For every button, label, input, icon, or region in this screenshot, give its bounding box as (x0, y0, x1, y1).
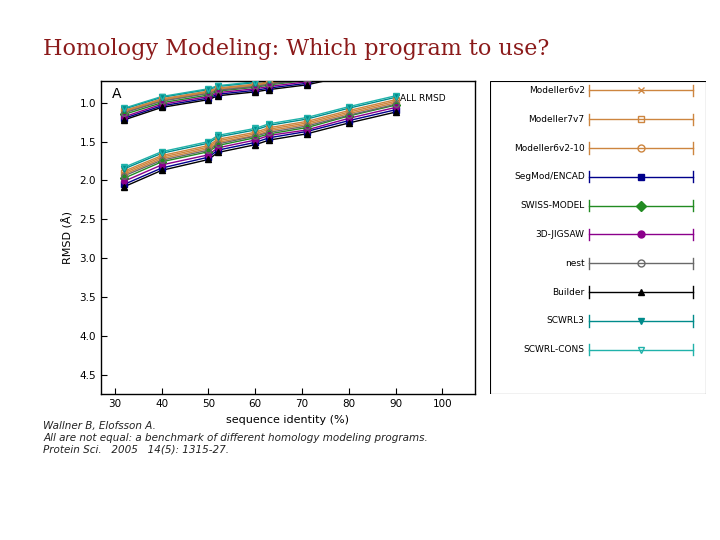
Text: SCWRL3: SCWRL3 (546, 316, 585, 326)
Text: A: A (112, 87, 122, 102)
Text: nest: nest (565, 259, 585, 268)
Text: 3D-JIGSAW: 3D-JIGSAW (536, 230, 585, 239)
Text: Modeller6v2-10: Modeller6v2-10 (514, 144, 585, 152)
Text: ALL RMSD: ALL RMSD (400, 94, 446, 103)
X-axis label: sequence identity (%): sequence identity (%) (227, 415, 349, 424)
Text: Homology Modeling: Which program to use?: Homology Modeling: Which program to use? (43, 38, 549, 60)
Text: Wallner B, Elofsson A.
All are not equal: a benchmark of different homology mode: Wallner B, Elofsson A. All are not equal… (43, 421, 428, 454)
Text: Modeller6v2: Modeller6v2 (528, 86, 585, 95)
Text: Builder: Builder (552, 288, 585, 296)
Text: CA RMSD: CA RMSD (0, 539, 1, 540)
Y-axis label: RMSD (Å): RMSD (Å) (63, 211, 73, 264)
Text: SegMod/ENCAD: SegMod/ENCAD (514, 172, 585, 181)
Text: SWISS-MODEL: SWISS-MODEL (521, 201, 585, 210)
Text: Modeller7v7: Modeller7v7 (528, 114, 585, 124)
Text: SCWRL-CONS: SCWRL-CONS (523, 345, 585, 354)
